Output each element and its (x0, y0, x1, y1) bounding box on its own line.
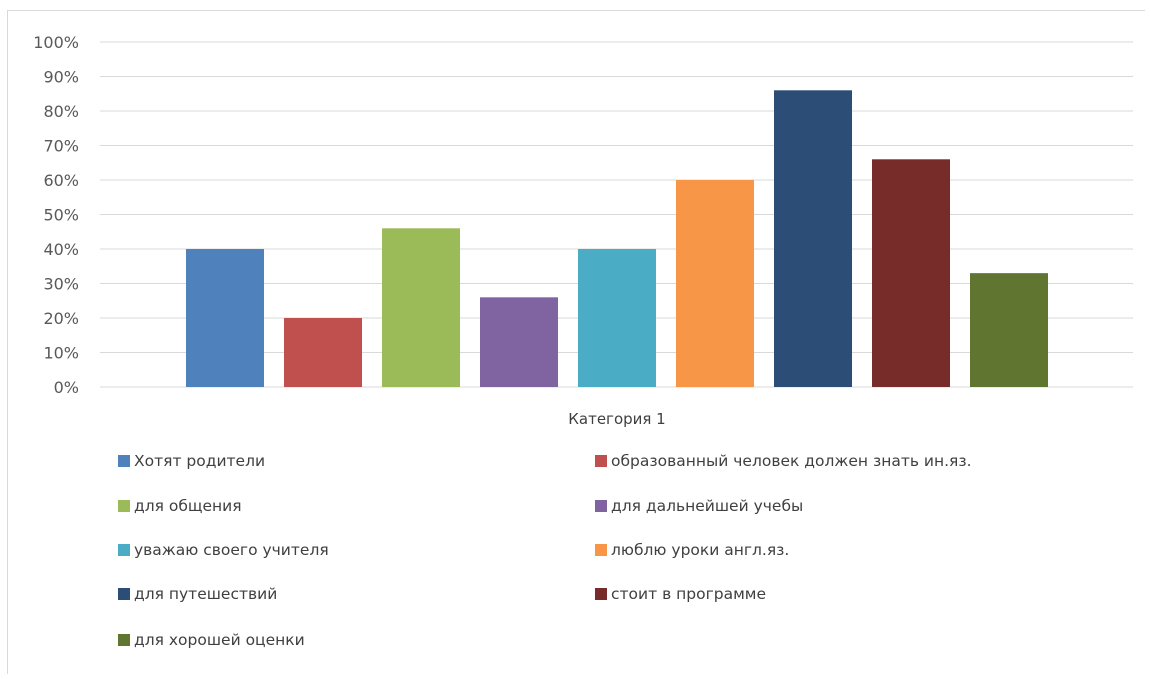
bar (382, 228, 460, 387)
bar (186, 249, 264, 387)
bars (186, 90, 1048, 388)
bar (970, 273, 1048, 387)
y-tick-label: 90% (43, 68, 79, 87)
y-tick-label: 80% (43, 102, 79, 121)
y-tick-label: 50% (43, 206, 79, 225)
y-tick-label: 30% (43, 275, 79, 294)
y-tick-label: 0% (54, 378, 79, 397)
bar (872, 159, 950, 387)
bar (284, 318, 362, 387)
y-tick-label: 10% (43, 344, 79, 363)
category-label: Категория 1 (568, 410, 665, 428)
bar (480, 297, 558, 387)
bar (578, 249, 656, 387)
chart-frame (7, 10, 1145, 674)
bar (676, 180, 754, 387)
y-tick-label: 20% (43, 309, 79, 328)
y-tick-label: 60% (43, 171, 79, 190)
y-tick-label: 100% (33, 33, 79, 52)
y-tick-label: 70% (43, 137, 79, 156)
y-axis-ticks: 0% 10% 20% 30% 40% 50% 60% 70% 80% 90% 100% (33, 33, 79, 397)
bar (774, 90, 852, 388)
y-tick-label: 40% (43, 240, 79, 259)
